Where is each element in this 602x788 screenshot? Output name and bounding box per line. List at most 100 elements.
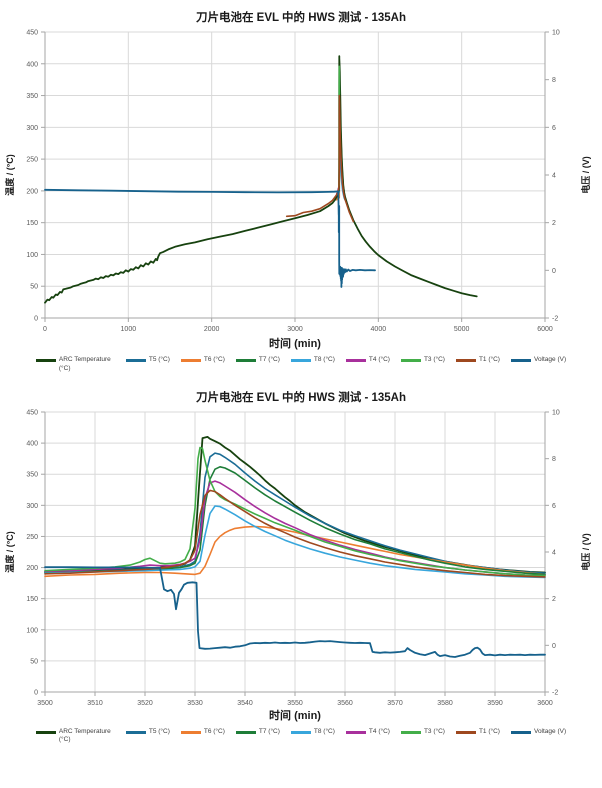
legend-item: T7 (°C): [235, 356, 280, 365]
legend-label: T6 (°C): [203, 356, 225, 363]
gridlines: [44, 411, 546, 693]
svg-text:3590: 3590: [487, 700, 503, 707]
legend-item: T8 (°C): [290, 356, 335, 365]
legend-label: Voltage (V): [533, 356, 567, 363]
svg-text:5000: 5000: [454, 326, 470, 333]
chart-title: 刀片电池在 EVL 中的 HWS 测试 - 135Ah: [195, 12, 406, 24]
svg-text:250: 250: [26, 157, 38, 164]
legend-label: ARC Temperature (°C): [58, 356, 111, 372]
series-voltage-v-: [44, 188, 376, 288]
svg-text:3570: 3570: [387, 700, 403, 707]
legend-label: T4 (°C): [368, 727, 390, 735]
legend-item: ARC Temperature (°C): [35, 728, 115, 746]
svg-text:4000: 4000: [371, 326, 387, 333]
svg-text:3600: 3600: [537, 700, 553, 707]
legend-line-swatch: [180, 359, 201, 362]
svg-text:400: 400: [26, 440, 38, 447]
legend-item: T3 (°C): [400, 727, 445, 737]
legend-label: T5 (°C): [148, 356, 170, 363]
legend-item: T8 (°C): [290, 727, 335, 737]
legend-item: T5 (°C): [125, 356, 170, 365]
legend-label: T3 (°C): [423, 727, 445, 735]
svg-text:2000: 2000: [204, 326, 220, 333]
series-voltage-v-: [44, 565, 546, 658]
svg-text:2: 2: [552, 220, 556, 227]
legend-item: T7 (°C): [235, 728, 280, 737]
svg-text:8: 8: [552, 77, 556, 84]
series-t1-c-: [44, 489, 546, 578]
legend-label: T4 (°C): [368, 356, 390, 363]
legend-line-swatch: [400, 730, 421, 734]
legend-item: T4 (°C): [345, 356, 390, 365]
svg-text:-2: -2: [552, 316, 558, 323]
legend-item: T3 (°C): [400, 356, 445, 365]
legend-line-swatch: [400, 359, 421, 362]
svg-text:3540: 3540: [237, 700, 253, 707]
svg-text:3520: 3520: [137, 700, 153, 707]
series-lines: [44, 435, 546, 658]
svg-text:350: 350: [26, 471, 38, 478]
legend-line-swatch: [290, 359, 311, 362]
legend-line-swatch: [235, 730, 256, 734]
svg-text:10: 10: [552, 30, 560, 37]
legend-line-swatch: [125, 359, 146, 362]
svg-text:450: 450: [26, 409, 38, 416]
svg-text:100: 100: [26, 252, 38, 259]
svg-text:10: 10: [552, 409, 560, 416]
svg-text:3550: 3550: [287, 700, 303, 707]
legend-label: Voltage (V): [533, 727, 567, 735]
legend-item: ARC Temperature (°C): [35, 356, 115, 374]
legend-item: T6 (°C): [180, 356, 225, 365]
svg-text:4: 4: [552, 549, 556, 556]
svg-text:0: 0: [552, 268, 556, 275]
svg-text:6: 6: [552, 125, 556, 132]
legend-item: T5 (°C): [125, 728, 170, 737]
line-plot-event-zoom: 0 50 100 150 200 250 300 350 400 450 -2 0 2 4 6 8 10 3500…: [4, 409, 591, 707]
y-right-axis-title: 电压 / (V): [580, 533, 591, 571]
svg-text:450: 450: [26, 30, 38, 37]
legend: ARC Temperature (°C) T5 (°C) T6 (°C) T7 (°C…: [31, 728, 571, 746]
x-axis-label: 时间 (min): [269, 709, 321, 722]
legend-item: T1 (°C): [455, 727, 500, 737]
x-axis-label: 时间 (min): [269, 338, 321, 350]
svg-text:350: 350: [26, 93, 38, 100]
legend-line-swatch: [510, 359, 531, 362]
legend-label: T8 (°C): [313, 356, 335, 363]
legend-line-swatch: [455, 359, 476, 362]
legend: ARC Temperature (°C) T5 (°C) T6 (°C) T7 (°C…: [31, 356, 571, 374]
svg-text:6000: 6000: [537, 326, 553, 333]
svg-text:50: 50: [30, 284, 38, 291]
y-right-axis-title: 电压 / (V): [580, 156, 591, 194]
svg-text:3500: 3500: [37, 700, 53, 707]
svg-text:6: 6: [552, 502, 556, 509]
svg-text:3560: 3560: [337, 700, 353, 707]
svg-text:250: 250: [26, 533, 38, 540]
svg-text:-2: -2: [552, 689, 558, 696]
series-lines: [44, 55, 478, 304]
svg-text:3580: 3580: [437, 700, 453, 707]
legend-label: T6 (°C): [203, 727, 225, 735]
chart-block-event-zoom: 刀片电池在 EVL 中的 HWS 测试 - 135Ah 0 50 100 150 200…: [0, 374, 602, 746]
series-t3-c-: [44, 446, 546, 576]
svg-text:100: 100: [26, 627, 38, 634]
legend-label: T1 (°C): [478, 727, 500, 735]
legend-line-swatch: [510, 730, 531, 734]
svg-text:400: 400: [26, 61, 38, 68]
legend-line-swatch: [235, 359, 256, 362]
gridlines: [44, 31, 546, 319]
series-t7-c-: [44, 465, 546, 575]
series-arc-temperature-c-: [44, 55, 478, 304]
legend-item: T6 (°C): [180, 727, 225, 737]
series-t1-c-: [285, 94, 355, 223]
y-left-axis-title: 温度 / (°C): [4, 531, 15, 573]
legend-item: T4 (°C): [345, 727, 390, 737]
svg-text:3530: 3530: [187, 700, 203, 707]
legend-line-swatch: [290, 730, 311, 734]
legend-label: T1 (°C): [478, 356, 500, 363]
y-left-axis-title: 温度 / (°C): [4, 154, 15, 196]
legend-line-swatch: [35, 359, 56, 362]
svg-text:300: 300: [26, 125, 38, 132]
legend-label: T8 (°C): [313, 727, 335, 735]
legend-line-swatch: [180, 730, 201, 734]
